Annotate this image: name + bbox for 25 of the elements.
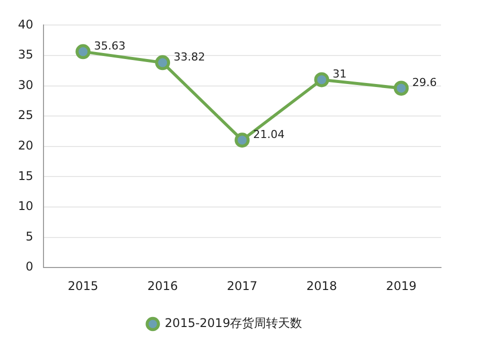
y-tick-label: 15 (18, 168, 34, 183)
legend-label: 2015-2019存货周转天数 (164, 316, 302, 330)
data-label: 31 (332, 68, 347, 81)
y-tick-label: 40 (18, 17, 34, 32)
point (394, 80, 409, 96)
data-label: 35.63 (94, 40, 126, 53)
point (76, 44, 91, 60)
y-tick-label: 35 (18, 48, 34, 62)
x-tick-label: 2015 (68, 278, 98, 293)
x-tick-label: 2017 (226, 278, 258, 293)
y-tick-label: 20 (18, 138, 34, 153)
data-label: 33.82 (174, 50, 206, 64)
x-tick-label: 2016 (147, 278, 178, 293)
y-tick-label: 30 (18, 78, 34, 92)
y-tick-label: 5 (26, 229, 34, 244)
point (234, 132, 250, 148)
data-label: 21.04 (253, 128, 285, 141)
y-tick-label: 0 (26, 260, 34, 274)
x-tick-label: 2019 (386, 278, 416, 293)
y-tick-label: 25 (18, 108, 34, 122)
point (314, 72, 330, 88)
point (155, 55, 170, 70)
x-tick-label: 2018 (306, 278, 337, 293)
data-label: 29.6 (412, 76, 437, 90)
y-tick-label: 10 (18, 199, 34, 214)
